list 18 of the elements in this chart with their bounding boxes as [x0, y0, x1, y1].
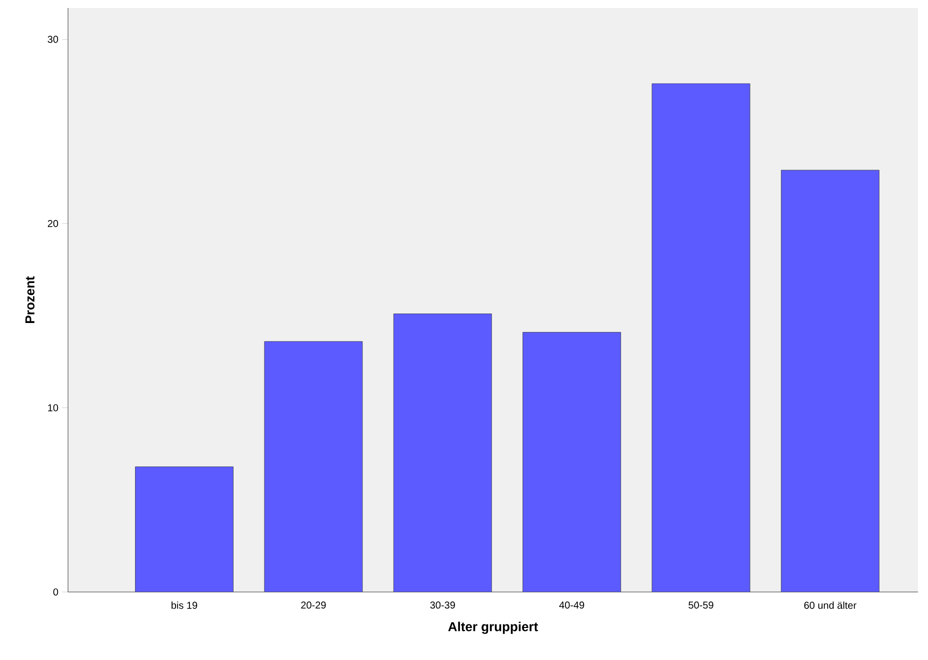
x-tick-label: 60 und älter	[804, 602, 856, 609]
x-tick-label: 40-49	[559, 602, 584, 609]
x-tick-label: bis 19	[172, 602, 198, 609]
y-axis-title: Prozent	[25, 276, 34, 323]
y-tick-label: 30	[48, 36, 58, 43]
x-tick-label: 50-59	[688, 602, 714, 609]
x-tick-label: 20-29	[301, 602, 326, 609]
x-tick-label: 30-39	[430, 602, 455, 609]
y-tick-label: 0	[53, 588, 58, 596]
bar	[393, 314, 492, 592]
bar	[522, 332, 622, 592]
bar	[652, 83, 750, 592]
x-axis-title: Alter gruppiert	[448, 622, 538, 634]
bar	[135, 466, 234, 592]
y-tick-label: 10	[48, 404, 58, 412]
bar	[780, 170, 880, 592]
bar	[264, 341, 363, 592]
y-tick-label: 20	[48, 220, 58, 228]
